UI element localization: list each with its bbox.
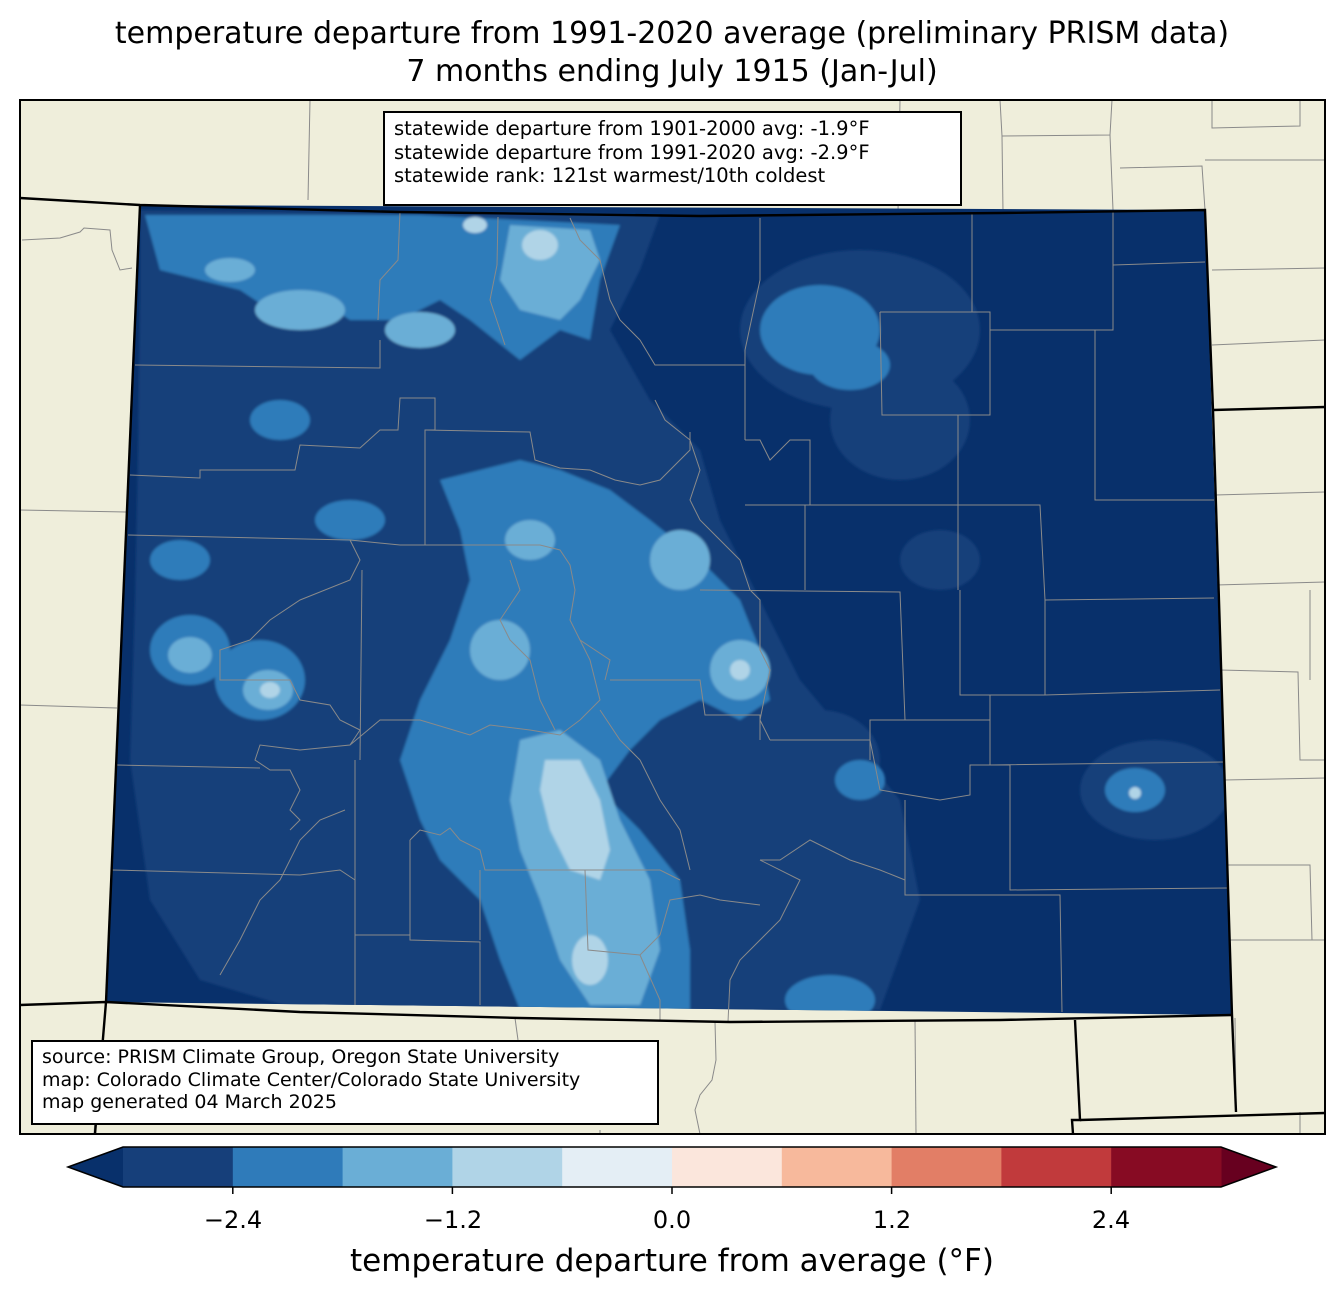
colorbar-segment (232, 1147, 344, 1187)
contour-level-4 (260, 217, 1141, 985)
colorbar-segment (452, 1147, 563, 1187)
source-box: source: PRISM Climate Group, Oregon Stat… (31, 1040, 659, 1125)
colorbar-segment (781, 1147, 893, 1187)
colorbar-segment (562, 1147, 673, 1187)
stats-line-1: statewide departure from 1901-2000 avg: … (394, 117, 870, 140)
county-lines (111, 211, 1229, 1023)
colorbar-segment (1111, 1147, 1222, 1187)
colorbar-tick-label: 0.0 (652, 1206, 692, 1234)
state-borders (20, 196, 1325, 1134)
stats-line-2: statewide departure from 1991-2020 avg: … (394, 140, 870, 164)
colorbar-tick-label: 1.2 (872, 1206, 912, 1234)
colorbar-tick-label: −2.4 (203, 1206, 263, 1234)
stats-line-3: statewide rank: 121st warmest/10th colde… (394, 164, 826, 187)
colorbar-outline (65, 1146, 1279, 1188)
source-line-2: map: Colorado Climate Center/Colorado St… (42, 1068, 581, 1091)
colorbar-label: temperature departure from average (°F) (350, 1243, 994, 1279)
contour-level-2 (145, 215, 1165, 1015)
source-line-3: map generated 04 March 2025 (42, 1091, 337, 1113)
statewide-stats-box: statewide departure from 1901-2000 avg: … (383, 111, 962, 206)
map-subtitle: 7 months ending July 1915 (Jan-Jul) (406, 54, 938, 89)
colorbar-segment (342, 1147, 453, 1187)
map-border (19, 99, 1326, 1135)
colorbar-segment (672, 1147, 783, 1187)
temperature-field (106, 205, 1232, 1015)
colorbar (65, 1146, 1279, 1194)
colorbar-segment (891, 1147, 1002, 1187)
colorbar-segment (123, 1147, 234, 1187)
colorbar-extend-low (68, 1147, 123, 1187)
colorbar-tick-label: 2.4 (1091, 1206, 1131, 1234)
colorbar-extend-high (1221, 1147, 1276, 1187)
colorbar-tick-label: −1.2 (423, 1206, 483, 1234)
map-title: temperature departure from 1991-2020 ave… (114, 16, 1230, 51)
map-frame (20, 100, 1325, 1134)
source-line-1: source: PRISM Climate Group, Oregon Stat… (42, 1046, 560, 1068)
colorbar-segment (1001, 1147, 1112, 1187)
